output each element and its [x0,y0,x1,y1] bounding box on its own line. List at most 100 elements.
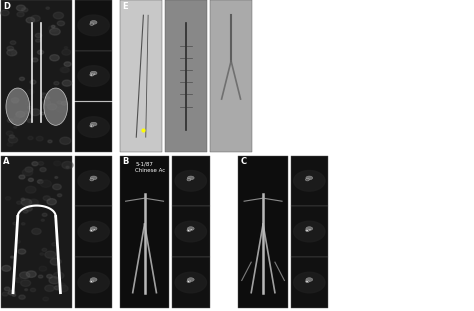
FancyBboxPatch shape [291,257,328,308]
Circle shape [52,243,57,246]
Circle shape [306,179,309,181]
Text: C: C [240,157,246,166]
FancyBboxPatch shape [172,257,210,308]
Circle shape [42,248,47,251]
Circle shape [53,12,64,19]
Circle shape [40,180,51,187]
Circle shape [54,81,59,85]
Circle shape [187,229,191,231]
Ellipse shape [306,176,313,180]
Circle shape [78,170,109,191]
FancyBboxPatch shape [75,0,112,51]
Circle shape [51,26,55,28]
Circle shape [60,137,71,144]
Circle shape [41,93,45,95]
Circle shape [25,206,32,211]
Circle shape [25,101,32,105]
Circle shape [90,125,93,127]
Circle shape [5,197,11,200]
Circle shape [91,125,92,127]
Circle shape [60,67,69,72]
FancyBboxPatch shape [165,0,207,152]
Circle shape [7,46,14,51]
Circle shape [24,111,28,114]
Circle shape [55,177,58,179]
Circle shape [27,90,34,94]
Circle shape [91,74,92,76]
Circle shape [50,258,61,265]
Ellipse shape [6,88,29,125]
Circle shape [45,285,55,291]
Text: D: D [3,2,10,11]
Circle shape [61,101,67,105]
Circle shape [18,249,26,254]
Text: E: E [122,2,128,11]
FancyBboxPatch shape [75,51,112,101]
Circle shape [64,62,71,67]
Circle shape [47,104,57,110]
Circle shape [42,213,47,216]
Circle shape [16,111,25,117]
Circle shape [293,170,325,191]
Circle shape [56,107,65,112]
Ellipse shape [187,176,194,180]
Circle shape [54,286,60,290]
Circle shape [17,201,21,204]
Circle shape [30,288,36,292]
Circle shape [38,275,43,278]
Circle shape [40,112,45,115]
Circle shape [13,222,17,225]
Circle shape [14,126,17,128]
Circle shape [57,194,62,197]
Circle shape [47,199,56,205]
Circle shape [1,10,9,16]
Circle shape [50,55,59,61]
FancyBboxPatch shape [75,206,112,257]
Circle shape [90,23,93,26]
Ellipse shape [90,122,97,126]
Circle shape [187,280,191,282]
Ellipse shape [187,227,194,230]
Circle shape [62,67,70,73]
FancyBboxPatch shape [75,257,112,308]
Circle shape [90,229,93,231]
Circle shape [8,290,15,295]
Circle shape [94,74,95,75]
Circle shape [16,240,20,243]
Circle shape [188,281,190,282]
FancyBboxPatch shape [172,206,210,257]
Circle shape [31,15,40,21]
FancyBboxPatch shape [238,156,288,308]
Circle shape [41,93,49,98]
Circle shape [94,229,95,230]
Circle shape [19,272,30,279]
Circle shape [78,15,109,36]
Circle shape [91,230,92,231]
Circle shape [306,280,309,282]
Circle shape [29,199,38,205]
Circle shape [49,277,60,284]
Circle shape [30,109,40,116]
Circle shape [306,230,308,231]
Ellipse shape [90,21,97,24]
Circle shape [25,289,27,291]
Circle shape [22,8,28,12]
Text: B: B [122,157,128,166]
Circle shape [21,223,25,225]
Circle shape [21,199,32,206]
Circle shape [293,272,325,293]
Circle shape [41,219,45,221]
Circle shape [15,278,22,283]
FancyBboxPatch shape [120,156,169,308]
Text: A: A [3,157,10,166]
FancyBboxPatch shape [75,156,112,206]
Circle shape [35,33,42,38]
Circle shape [43,196,50,201]
Circle shape [27,106,32,109]
FancyBboxPatch shape [291,206,328,257]
Circle shape [78,272,109,293]
Circle shape [175,221,207,242]
Circle shape [6,131,13,136]
Circle shape [10,256,14,258]
Circle shape [28,178,34,182]
